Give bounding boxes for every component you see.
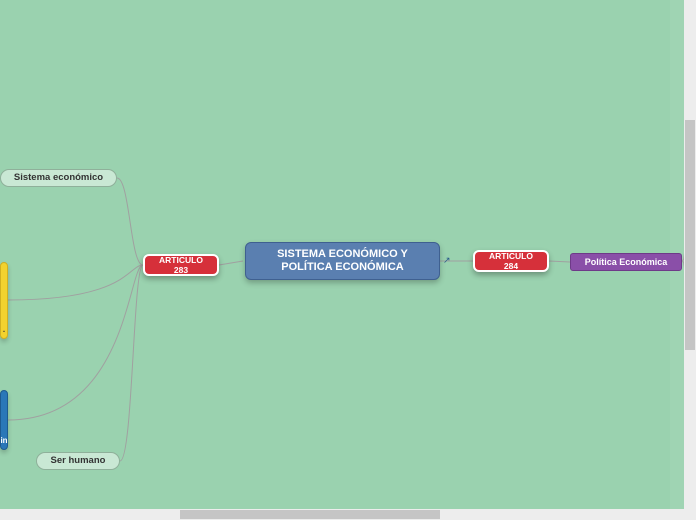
node-articulo-283[interactable]: ARTICULO 283 bbox=[143, 254, 219, 276]
node-partial-blue-label: in bbox=[0, 436, 7, 446]
scrollbar-corner bbox=[684, 509, 696, 520]
node-articulo-284[interactable]: ARTICULO 284 bbox=[473, 250, 549, 272]
node-ser-humano-label: Ser humano bbox=[51, 455, 106, 466]
node-central-label: SISTEMA ECONÓMICO Y POLÍTICA ECONÓMICA bbox=[256, 248, 429, 274]
mindmap-canvas[interactable]: SISTEMA ECONÓMICO Y POLÍTICA ECONÓMICA ↗… bbox=[0, 0, 696, 520]
node-partial-yellow-label: . bbox=[3, 325, 5, 335]
node-sistema-economico[interactable]: Sistema económico bbox=[0, 169, 117, 187]
external-link-icon[interactable]: ↗ bbox=[443, 256, 451, 265]
node-politica-economica[interactable]: Política Económica bbox=[570, 253, 682, 271]
node-partial-yellow[interactable]: . bbox=[0, 262, 8, 339]
node-partial-blue[interactable]: in bbox=[0, 390, 8, 450]
node-ser-humano[interactable]: Ser humano bbox=[36, 452, 120, 470]
node-sistema-economico-label: Sistema económico bbox=[14, 172, 103, 183]
node-articulo-283-label: ARTICULO 283 bbox=[155, 255, 207, 275]
vertical-scrollbar-thumb[interactable] bbox=[685, 120, 695, 350]
node-articulo-284-label: ARTICULO 284 bbox=[485, 251, 537, 271]
node-politica-economica-label: Política Económica bbox=[585, 257, 668, 268]
node-central[interactable]: SISTEMA ECONÓMICO Y POLÍTICA ECONÓMICA bbox=[245, 242, 440, 280]
horizontal-scrollbar-thumb[interactable] bbox=[180, 510, 440, 519]
